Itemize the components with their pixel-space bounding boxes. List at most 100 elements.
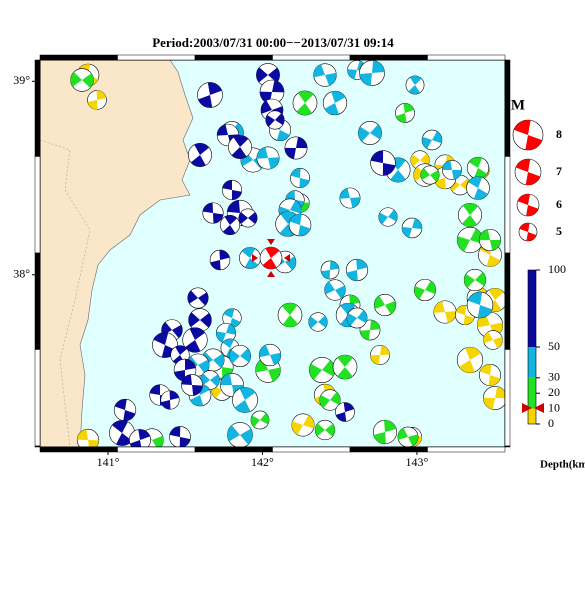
focal-quadrant	[259, 344, 281, 366]
focal-quadrant	[198, 82, 222, 108]
mainshock-depth-marker	[522, 403, 544, 413]
focal-mechanism	[359, 319, 381, 341]
focal-mechanism	[313, 63, 337, 87]
focal-mechanism	[259, 246, 283, 270]
focal-mechanism	[188, 308, 212, 332]
focal-quadrant	[188, 312, 212, 328]
mainshock-marker	[267, 239, 275, 245]
focal-mechanism	[238, 208, 258, 228]
focal-quadrant	[455, 305, 475, 325]
depth-tick-label: 30	[548, 370, 560, 384]
focal-quadrant	[210, 250, 230, 270]
focal-mechanism	[358, 121, 382, 145]
depth-band	[528, 270, 536, 347]
focal-quadrant	[174, 359, 196, 381]
focal-mechanism	[228, 344, 252, 368]
focal-mechanism	[512, 119, 544, 151]
focal-mechanism	[169, 426, 191, 447]
focal-quadrant	[346, 310, 368, 326]
focal-mechanism	[370, 150, 396, 176]
focal-mechanism	[359, 60, 385, 86]
focal-quadrant	[231, 135, 249, 159]
focal-quadrant	[359, 319, 381, 341]
border-segment	[117, 54, 196, 61]
focal-mechanism	[202, 202, 224, 224]
y-tick-label: 39°	[13, 73, 30, 87]
focal-quadrant	[169, 426, 191, 447]
magnitude-label: 7	[556, 164, 562, 178]
magnitude-legend-title: M	[511, 97, 525, 113]
focal-quadrant	[200, 373, 220, 387]
focal-mechanism	[113, 398, 137, 422]
focal-quadrant	[420, 168, 440, 182]
focal-mechanism	[76, 428, 100, 447]
focal-quadrant	[70, 71, 94, 89]
focal-mechanism	[250, 410, 270, 430]
focal-mechanism	[277, 302, 303, 328]
focal-quadrant	[519, 223, 537, 241]
focal-quadrant	[223, 308, 241, 328]
focal-quadrant	[153, 332, 177, 358]
depth-band	[528, 377, 536, 409]
focal-mechanism	[314, 419, 336, 441]
border-segment	[34, 59, 41, 157]
focal-mechanism	[228, 135, 252, 159]
focal-quadrant	[410, 153, 430, 167]
border-segment	[427, 446, 506, 453]
focal-mechanism	[483, 386, 505, 410]
border-segment	[34, 349, 41, 447]
focal-quadrant	[296, 90, 314, 116]
focal-quadrant	[319, 391, 341, 409]
border-segment	[34, 156, 41, 254]
focal-mechanism	[370, 345, 390, 365]
focal-mechanism	[265, 110, 285, 130]
focal-quadrant	[517, 194, 539, 216]
focal-quadrant	[87, 90, 107, 110]
focal-mechanism	[466, 176, 490, 200]
focal-quadrant	[181, 374, 203, 396]
focal-quadrant	[397, 427, 419, 447]
focal-mechanism	[514, 158, 542, 186]
depth-tick-label: 20	[548, 385, 560, 399]
focal-mechanism	[466, 156, 490, 180]
mainshock-marker	[252, 254, 258, 262]
focal-mechanism	[479, 364, 501, 386]
border-segment	[194, 446, 273, 453]
focal-mechanism	[421, 129, 443, 151]
focal-quadrant	[457, 228, 483, 252]
focal-quadrant	[358, 124, 382, 142]
focal-quadrant	[408, 75, 422, 95]
focal-mechanism	[478, 228, 502, 252]
focal-mechanism	[129, 429, 151, 447]
border-segment	[504, 59, 511, 157]
border-segment	[349, 446, 428, 453]
focal-quadrant	[129, 429, 151, 447]
x-tick-label: 141°	[97, 455, 120, 469]
land	[40, 60, 194, 447]
focal-mechanism	[339, 187, 361, 209]
focal-mechanism	[456, 346, 484, 374]
focal-quadrant	[462, 203, 478, 227]
focal-quadrant	[467, 292, 493, 318]
depth-band	[528, 347, 536, 378]
focal-mechanism	[319, 389, 341, 411]
focal-mechanism	[219, 214, 241, 236]
focal-quadrant	[234, 387, 256, 413]
focal-mechanism	[160, 390, 180, 410]
focal-quadrant	[259, 80, 285, 104]
focal-mechanism	[433, 300, 457, 324]
focal-quadrant	[321, 260, 339, 280]
border-segment	[504, 445, 511, 448]
depth-tick-label: 50	[548, 339, 560, 353]
focal-quadrant	[468, 157, 488, 179]
depth-tick-label: 0	[548, 416, 554, 430]
focal-quadrant	[395, 103, 415, 123]
focal-quadrant	[290, 168, 310, 188]
border-segment	[117, 446, 196, 453]
focal-quadrant	[284, 137, 308, 159]
depth-tick-label: 10	[548, 400, 560, 414]
focal-quadrant	[185, 327, 205, 353]
focal-mechanism	[187, 142, 213, 168]
focal-quadrant	[222, 215, 238, 235]
focal-quadrant	[315, 423, 335, 437]
